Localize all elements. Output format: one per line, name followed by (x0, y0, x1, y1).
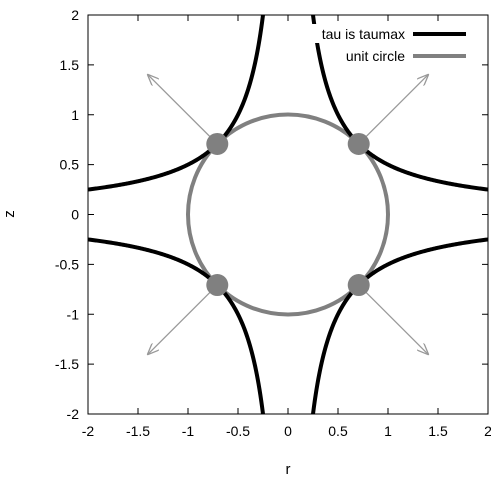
taumax-curve-lower-right (311, 237, 488, 414)
arrow-2 (148, 75, 218, 145)
plot-content (88, 15, 488, 414)
legend-label-tau-is-taumax: tau is taumax (322, 26, 405, 42)
plot-frame (87, 14, 489, 415)
intersection-point-1 (347, 132, 370, 155)
y-tick-label: -0.5 (55, 256, 79, 272)
arrow-3 (358, 284, 428, 354)
y-tick-label: -1 (67, 306, 80, 322)
axis-ticks: -2 -1.5 -1 -0.5 0 0.5 1 1.5 2 2 1.5 1 0.5 0 -0.5 -1 -1.5… (55, 7, 491, 439)
arrow-1 (358, 75, 428, 145)
taumax-curve-lower-left (88, 237, 265, 414)
y-tick-label: 1 (71, 107, 79, 123)
y-tick-label: 2 (71, 7, 79, 23)
y-axis-label: z (1, 210, 18, 218)
x-tick-label: -1 (182, 423, 195, 439)
legend-label-unit-circle: unit circle (346, 48, 405, 64)
intersection-point-2 (206, 132, 229, 155)
x-tick-label: 0.5 (328, 423, 348, 439)
intersection-point-4 (206, 274, 229, 297)
taumax-curve-upper-left (88, 15, 265, 192)
legend-label-background (294, 24, 406, 43)
plot-area (88, 15, 488, 414)
x-tick-label: 2 (484, 423, 491, 439)
intersection-point-3 (347, 274, 370, 297)
taumax-curve-upper-right (311, 15, 488, 192)
x-tick-label: -0.5 (226, 423, 250, 439)
x-tick-label: 0 (284, 423, 292, 439)
unit-circle-curve (186, 112, 390, 317)
x-tick-label: 1 (384, 423, 392, 439)
y-tick-label: 0.5 (60, 157, 80, 173)
x-tick-label: 1.5 (428, 423, 448, 439)
y-tick-label: 1.5 (60, 57, 80, 73)
y-tick-label: 0 (71, 207, 79, 223)
x-axis-label: r (286, 461, 291, 478)
y-tick-label: -1.5 (55, 356, 79, 372)
x-tick-label: -2 (82, 423, 95, 439)
x-tick-label: -1.5 (126, 423, 150, 439)
y-tick-label: -2 (67, 406, 80, 422)
legend: tau is taumax unit circle (294, 24, 466, 64)
arrow-4 (148, 284, 218, 354)
